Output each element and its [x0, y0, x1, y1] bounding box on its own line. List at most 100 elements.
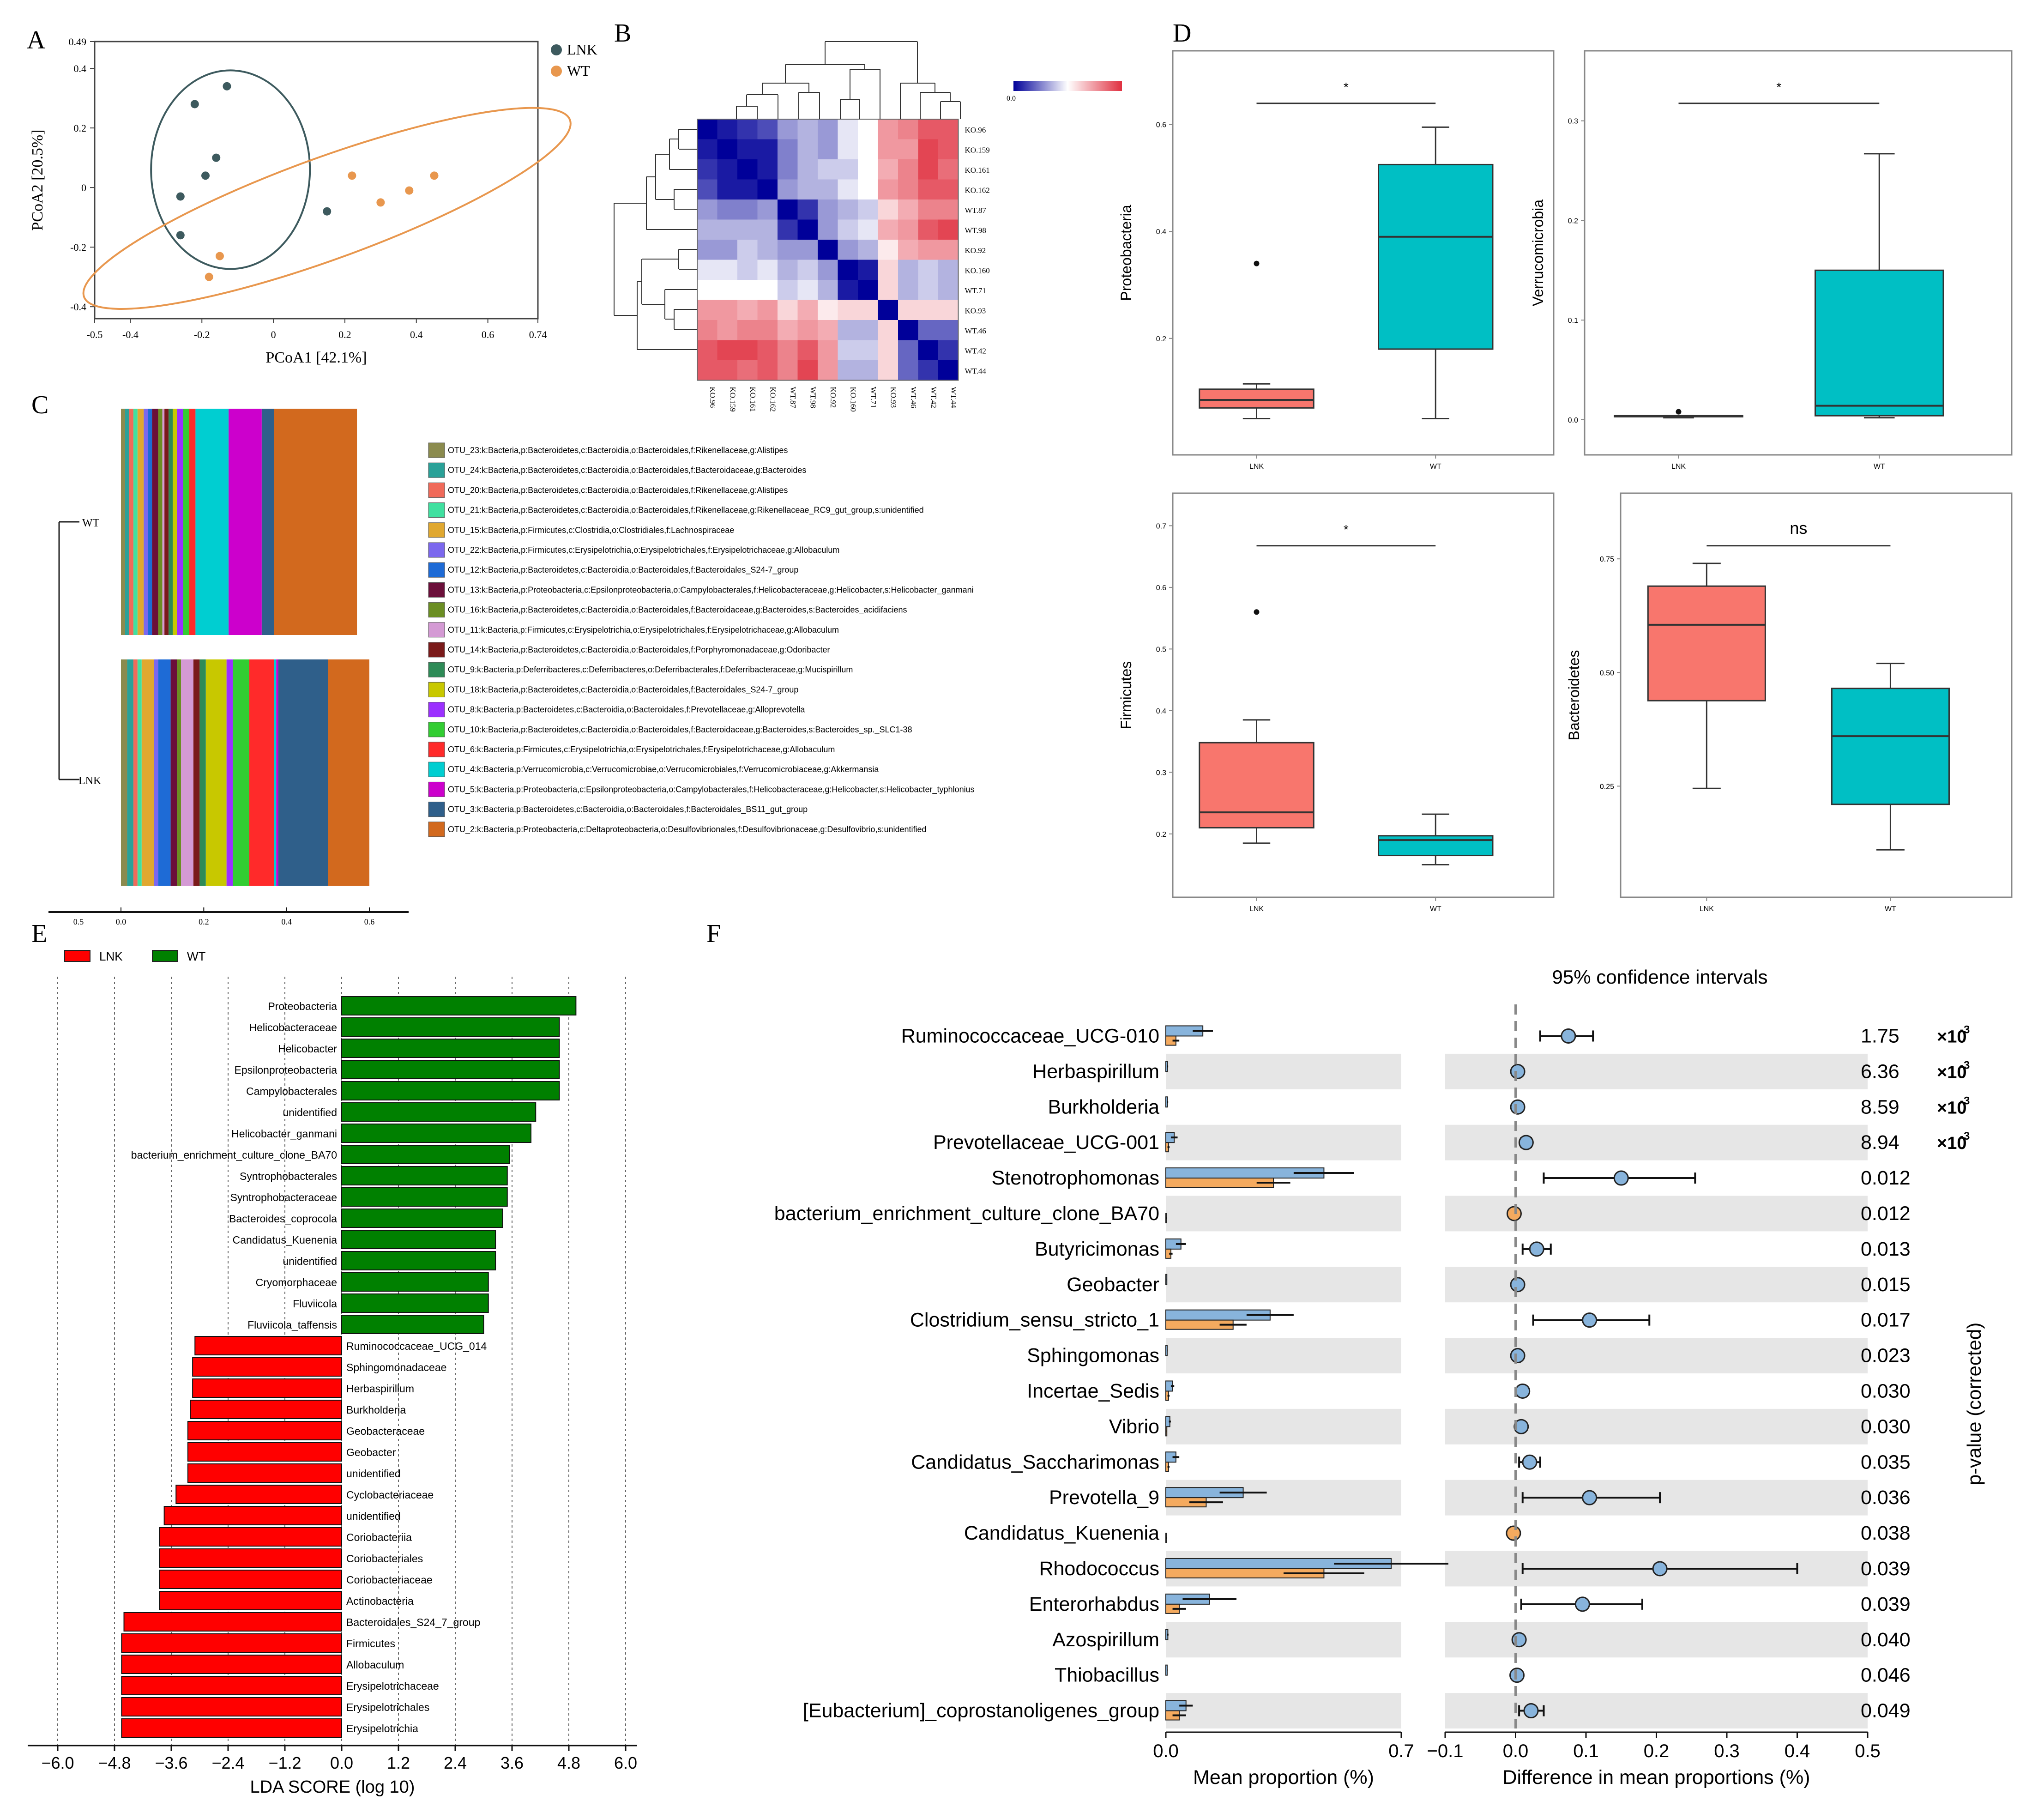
stacked-segment-wt [129, 409, 133, 635]
row-label: KO.162 [965, 186, 990, 194]
heatmap-cell [858, 260, 878, 280]
lda-bar-lnk [123, 1612, 342, 1632]
heatmap-cell [778, 199, 798, 220]
p-value-exponent-base: ×10 [1937, 1134, 1966, 1153]
lda-bar-label: Helicobacter_ganmani [231, 1128, 337, 1140]
legend-swatch [428, 742, 445, 757]
legend-swatch [428, 482, 445, 498]
legend-swatch [428, 442, 445, 458]
x-tick-label: 0.2 [1644, 1741, 1670, 1761]
heatmap-cell [797, 199, 818, 220]
stacked-segment-wt [274, 409, 357, 635]
column-label: KO.162 [768, 387, 777, 412]
heatmap-cell [778, 240, 798, 260]
lda-bar-label: Syntrophobacterales [240, 1170, 337, 1182]
y-tick-label: 0.75 [1600, 556, 1614, 563]
heatmap-cell [938, 280, 959, 300]
heatmap-cell [898, 260, 918, 280]
legend-label: OTU_3:k:Bacteria,p:Bacteroidetes,c:Bacte… [448, 805, 808, 815]
x-axis-label: LDA SCORE (log 10) [250, 1777, 415, 1797]
y-tick-label: 0.49 [69, 36, 87, 48]
x-tick-label: 0.7 [1388, 1741, 1414, 1761]
row-band [1166, 1196, 1401, 1232]
lda-bar-lnk [192, 1357, 342, 1377]
heatmap-cell [858, 199, 878, 220]
stacked-segment-lnk [249, 659, 274, 886]
stacked-segment-wt [164, 409, 169, 635]
box-lnk [1199, 742, 1314, 828]
legend-swatch [428, 462, 445, 478]
lda-bar-lnk [159, 1527, 342, 1547]
heatmap-cell [898, 300, 918, 320]
p-value-exponent: -3 [1960, 1059, 1970, 1071]
heatmap-cell [878, 179, 898, 200]
heatmap-cell [717, 159, 738, 180]
legend-label: OTU_13:k:Bacteria,p:Proteobacteria,c:Eps… [448, 585, 974, 595]
x-tick-label: WT [1885, 905, 1896, 913]
heatmap-cell [838, 219, 858, 240]
wt-point [405, 186, 414, 195]
heatmap-cell [757, 119, 778, 139]
row-label: WT.46 [965, 326, 986, 335]
difference-point [1582, 1490, 1598, 1505]
lda-bar-label: unidentified [346, 1468, 401, 1480]
stacked-segment-lnk [127, 659, 133, 886]
heatmap-cell [858, 360, 878, 381]
panel-label-e: E [31, 919, 47, 948]
legend-label: LNK [99, 949, 123, 963]
heatmap-cell [737, 280, 758, 300]
heatmap-cell [938, 260, 959, 280]
stacked-segment-lnk [141, 659, 154, 886]
heatmap-cell [778, 340, 798, 361]
heatmap-cell [737, 300, 758, 320]
taxon-label: Enterorhabdus [1029, 1593, 1159, 1615]
panel-a: -0.5 -0.4 -0.2 0 0.2 0.4 0.6 0.74 0.49 0.4 0.2 0 -0.… [29, 36, 597, 366]
lda-bar-label: Ruminococcaceae_UCG_014 [346, 1340, 487, 1352]
taxon-label: Clostridium_sensu_stricto_1 [910, 1309, 1159, 1331]
heatmap-cell [858, 219, 878, 240]
x-tick-label: LNK [1671, 463, 1686, 471]
p-value-label: 0.023 [1861, 1345, 1911, 1367]
wt-point [215, 252, 224, 260]
heatmap-cell [737, 159, 758, 180]
lnk-point [323, 207, 332, 216]
y-tick-label: 0.2 [1568, 217, 1578, 225]
taxon-label: Herbaspirillum [1032, 1060, 1159, 1082]
heatmap-cell [838, 320, 858, 340]
row-band [1445, 1622, 1868, 1658]
legend-swatch [428, 662, 445, 677]
heatmap-cell [737, 119, 758, 139]
heatmap-cell [697, 219, 718, 240]
legend-swatch [428, 622, 445, 638]
difference-point [1561, 1028, 1576, 1044]
heatmap-cell [858, 320, 878, 340]
heatmap-cell [818, 320, 838, 340]
panel-f: 95% confidence intervals Ruminococcaceae_… [774, 966, 1985, 1789]
panel-label-c: C [31, 391, 48, 419]
heatmap-cell [918, 320, 939, 340]
outlier-point [1254, 609, 1260, 615]
heatmap-cell [858, 119, 878, 139]
lda-bar-label: Coriobacteriaceae [346, 1574, 433, 1586]
x-tick-label: 0.3 [1714, 1741, 1740, 1761]
legend-swatch [428, 722, 445, 737]
heatmap-cell [697, 260, 718, 280]
row-label: KO.96 [965, 126, 986, 134]
heatmap-cell [918, 119, 939, 139]
column-label: KO.96 [708, 387, 717, 408]
heatmap-cell [737, 360, 758, 381]
outlier-point [1676, 409, 1682, 415]
x-tick-label: WT [1874, 463, 1885, 471]
lda-bar-wt [341, 1039, 560, 1058]
x-tick-label: LNK [1249, 463, 1264, 471]
heatmap-cell [797, 360, 818, 381]
taxon-label: Incertae_Sedis [1027, 1380, 1159, 1402]
heatmap-cell [838, 139, 858, 160]
heatmap-cell [918, 199, 939, 220]
heatmap-cell [797, 139, 818, 160]
x-tick-label: -0.5 [87, 329, 103, 340]
heatmap-cell [898, 219, 918, 240]
p-value-label: 0.040 [1861, 1629, 1911, 1651]
heatmap-cell [697, 320, 718, 340]
x-tick-label: 0.5 [1855, 1741, 1881, 1761]
